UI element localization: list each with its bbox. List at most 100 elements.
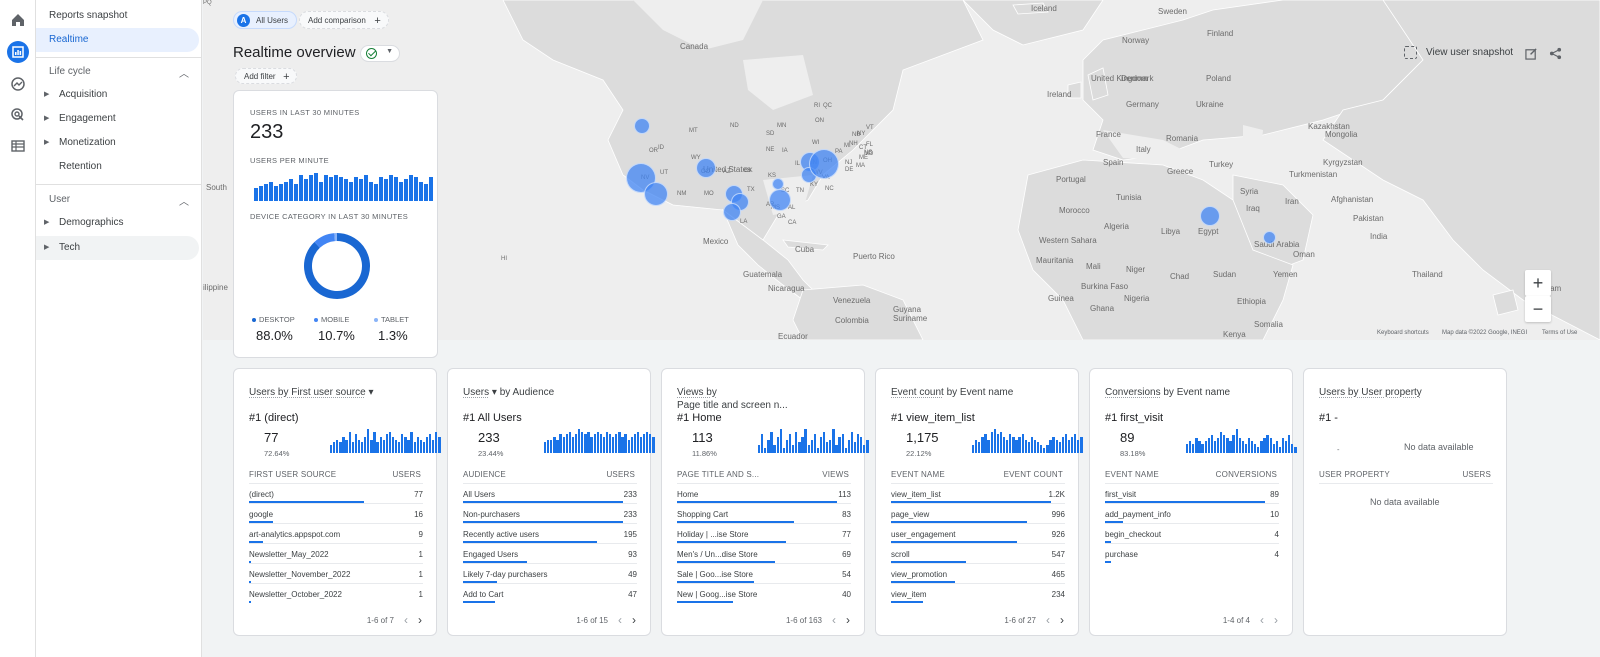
per-minute-bar[interactable] bbox=[429, 177, 433, 201]
dimension-selector[interactable]: Conversions bbox=[1105, 387, 1161, 398]
per-minute-bar[interactable] bbox=[314, 173, 318, 201]
table-row[interactable]: purchase 4 bbox=[1105, 543, 1279, 563]
table-row[interactable]: art-analytics.appspot.com 9 bbox=[249, 523, 423, 543]
per-minute-bar[interactable] bbox=[254, 188, 258, 201]
card-title[interactable]: Conversions by Event name bbox=[1105, 386, 1285, 399]
table-row[interactable]: user_engagement 926 bbox=[891, 523, 1065, 543]
table-row[interactable]: All Users 233 bbox=[463, 483, 637, 503]
table-row[interactable]: scroll 547 bbox=[891, 543, 1065, 563]
per-minute-bar[interactable] bbox=[344, 179, 348, 201]
table-row[interactable]: Newsletter_May_2022 1 bbox=[249, 543, 423, 563]
next-page-button[interactable]: › bbox=[418, 613, 422, 627]
user-location-bubble[interactable] bbox=[696, 158, 716, 178]
dimension-selector[interactable]: Users bbox=[463, 387, 490, 398]
per-minute-bar[interactable] bbox=[389, 175, 393, 201]
next-page-button[interactable]: › bbox=[1060, 613, 1064, 627]
sidebar-item-realtime[interactable]: Realtime bbox=[36, 28, 199, 52]
per-minute-bar[interactable] bbox=[399, 182, 403, 201]
table-row[interactable]: Newsletter_October_2022 1 bbox=[249, 583, 423, 603]
per-minute-bar[interactable] bbox=[379, 177, 383, 201]
configure-icon[interactable] bbox=[7, 135, 29, 157]
per-minute-bar[interactable] bbox=[259, 186, 263, 201]
per-minute-bar[interactable] bbox=[374, 184, 378, 201]
prev-page-button[interactable]: ‹ bbox=[1046, 613, 1050, 627]
card-title[interactable]: Event count by Event name bbox=[891, 386, 1071, 399]
user-location-bubble[interactable] bbox=[1263, 231, 1276, 244]
next-page-button[interactable]: › bbox=[846, 613, 850, 627]
card-title[interactable]: Users ▾ by Audience bbox=[463, 386, 643, 399]
per-minute-bar[interactable] bbox=[354, 177, 358, 201]
per-minute-bar[interactable] bbox=[349, 182, 353, 201]
per-minute-bar[interactable] bbox=[294, 184, 298, 201]
zoom-out-button[interactable]: − bbox=[1525, 296, 1551, 322]
dimension-selector[interactable]: Users by First user source bbox=[249, 387, 366, 398]
table-row[interactable]: New | Goog...ise Store 40 bbox=[677, 583, 851, 603]
table-row[interactable]: (direct) 77 bbox=[249, 483, 423, 503]
keyboard-shortcuts-link[interactable]: Keyboard shortcuts bbox=[1377, 330, 1429, 336]
per-minute-bar[interactable] bbox=[304, 179, 308, 201]
prev-page-button[interactable]: ‹ bbox=[618, 613, 622, 627]
per-minute-bar[interactable] bbox=[394, 177, 398, 201]
table-row[interactable]: view_item 234 bbox=[891, 583, 1065, 603]
user-location-bubble[interactable] bbox=[769, 189, 791, 211]
table-row[interactable]: Add to Cart 47 bbox=[463, 583, 637, 603]
sidebar-item-tech[interactable]: ▶ Tech bbox=[36, 236, 199, 260]
card-title[interactable]: Users by User property bbox=[1319, 386, 1499, 399]
per-minute-bar[interactable] bbox=[359, 179, 363, 201]
user-location-bubble[interactable] bbox=[644, 182, 668, 206]
dimension-selector[interactable]: Views by bbox=[677, 387, 717, 398]
explore-icon[interactable] bbox=[7, 73, 29, 95]
section-lifecycle[interactable]: Life cycle ︿ bbox=[49, 66, 189, 80]
table-row[interactable]: Non-purchasers 233 bbox=[463, 503, 637, 523]
per-minute-bar[interactable] bbox=[324, 175, 328, 201]
advertising-icon[interactable] bbox=[7, 104, 29, 126]
user-location-bubble[interactable] bbox=[723, 203, 741, 221]
sidebar-item-engagement[interactable]: ▶ Engagement bbox=[36, 107, 199, 131]
prev-page-button[interactable]: ‹ bbox=[832, 613, 836, 627]
table-row[interactable]: Newsletter_November_2022 1 bbox=[249, 563, 423, 583]
sidebar-item-acquisition[interactable]: ▶ Acquisition bbox=[36, 83, 199, 107]
user-location-bubble[interactable] bbox=[1200, 206, 1220, 226]
table-row[interactable]: view_promotion 465 bbox=[891, 563, 1065, 583]
data-status-dropdown[interactable]: ▼ bbox=[360, 45, 400, 62]
per-minute-bar[interactable] bbox=[334, 175, 338, 201]
per-minute-bar[interactable] bbox=[309, 175, 313, 201]
per-minute-bar[interactable] bbox=[419, 182, 423, 201]
per-minute-bar[interactable] bbox=[414, 177, 418, 201]
dimension-selector[interactable]: Users by User property bbox=[1319, 387, 1422, 398]
per-minute-bar[interactable] bbox=[264, 184, 268, 201]
table-row[interactable]: Holiday | ...ise Store 77 bbox=[677, 523, 851, 543]
user-location-bubble[interactable] bbox=[809, 149, 839, 179]
next-page-button[interactable]: › bbox=[632, 613, 636, 627]
donut-slice-mobile[interactable] bbox=[314, 233, 336, 248]
table-row[interactable]: Home 113 bbox=[677, 483, 851, 503]
per-minute-bar[interactable] bbox=[339, 177, 343, 201]
home-icon[interactable] bbox=[7, 9, 29, 31]
donut-slice-desktop[interactable] bbox=[304, 233, 370, 299]
table-row[interactable]: google 16 bbox=[249, 503, 423, 523]
per-minute-bar[interactable] bbox=[424, 184, 428, 201]
sidebar-item-monetization[interactable]: ▶ Monetization bbox=[36, 131, 199, 155]
per-minute-bar[interactable] bbox=[369, 182, 373, 201]
prev-page-button[interactable]: ‹ bbox=[404, 613, 408, 627]
sidebar-item-reports-snapshot[interactable]: Reports snapshot bbox=[36, 4, 199, 28]
card-title[interactable]: Users by First user source ▾ bbox=[249, 386, 429, 399]
table-row[interactable]: Men's / Un...dise Store 69 bbox=[677, 543, 851, 563]
card-title[interactable]: Views by Page title and screen n... bbox=[677, 386, 857, 412]
table-row[interactable]: begin_checkout 4 bbox=[1105, 523, 1279, 543]
table-row[interactable]: first_visit 89 bbox=[1105, 483, 1279, 503]
per-minute-bar[interactable] bbox=[274, 186, 278, 201]
per-minute-bar[interactable] bbox=[299, 175, 303, 201]
table-row[interactable]: Likely 7-day purchasers 49 bbox=[463, 563, 637, 583]
table-row[interactable]: Engaged Users 93 bbox=[463, 543, 637, 563]
user-location-bubble[interactable] bbox=[772, 178, 784, 190]
terms-of-use-link[interactable]: Terms of Use bbox=[1542, 330, 1578, 336]
table-row[interactable]: Shopping Cart 83 bbox=[677, 503, 851, 523]
reports-icon[interactable] bbox=[7, 41, 29, 63]
table-row[interactable]: page_view 996 bbox=[891, 503, 1065, 523]
per-minute-bar[interactable] bbox=[384, 179, 388, 201]
sidebar-item-retention[interactable]: Retention bbox=[36, 155, 199, 179]
section-user[interactable]: User ︿ bbox=[49, 194, 189, 208]
table-row[interactable]: add_payment_info 10 bbox=[1105, 503, 1279, 523]
per-minute-bar[interactable] bbox=[284, 182, 288, 201]
